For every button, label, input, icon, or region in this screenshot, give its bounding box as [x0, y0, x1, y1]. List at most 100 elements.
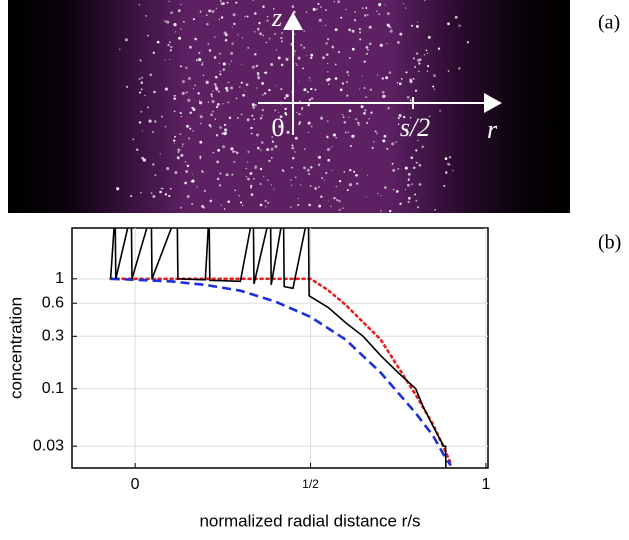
speck — [266, 16, 269, 18]
speck — [370, 111, 373, 114]
speck — [407, 172, 411, 176]
speck — [294, 136, 298, 140]
speck — [169, 49, 172, 52]
speck — [274, 32, 277, 35]
speck — [279, 115, 283, 119]
speck — [140, 81, 144, 84]
speck — [212, 110, 214, 113]
speck — [320, 6, 322, 8]
speck — [177, 9, 181, 13]
speck — [333, 196, 336, 200]
speck — [239, 201, 243, 204]
speck — [261, 82, 264, 85]
speck — [397, 168, 400, 170]
photo — [8, 0, 570, 213]
speck — [377, 192, 379, 194]
speck — [185, 170, 188, 173]
speck — [173, 97, 176, 100]
speck — [389, 29, 393, 33]
speck — [256, 87, 258, 89]
speck — [405, 7, 407, 9]
speck — [303, 88, 307, 92]
speck — [318, 186, 320, 188]
speck — [417, 139, 419, 142]
speck — [150, 192, 153, 194]
panel-label: (b) — [598, 232, 621, 254]
speck — [384, 4, 386, 6]
speck — [181, 143, 184, 146]
speck — [240, 81, 243, 84]
speck — [215, 7, 218, 10]
speck — [337, 0, 341, 4]
speck — [417, 70, 420, 73]
speck — [337, 51, 340, 54]
speck — [201, 170, 204, 174]
speck — [415, 149, 418, 152]
speck — [257, 76, 261, 80]
speck — [219, 0, 222, 3]
speck — [240, 113, 243, 116]
speck — [167, 43, 170, 47]
speck — [426, 52, 429, 55]
speck — [338, 199, 341, 203]
speck — [348, 116, 350, 118]
speck — [406, 183, 410, 187]
speck — [439, 110, 441, 112]
speck — [407, 178, 410, 181]
speck — [304, 148, 306, 150]
speck — [260, 149, 262, 151]
speck — [173, 23, 177, 27]
speck — [249, 172, 253, 175]
speck — [388, 71, 392, 74]
speck — [342, 114, 344, 116]
speck — [349, 144, 352, 147]
speck — [346, 94, 349, 97]
speck — [277, 56, 281, 60]
speck — [334, 77, 338, 80]
speck — [286, 130, 290, 134]
speck — [246, 118, 250, 122]
speck — [406, 95, 410, 99]
speck — [239, 86, 241, 88]
y-tick-label: 1 — [55, 270, 64, 287]
speck — [213, 83, 217, 86]
speck — [186, 195, 190, 198]
speck — [346, 189, 349, 192]
speck — [220, 2, 223, 5]
speck — [259, 32, 262, 36]
speck — [376, 10, 378, 12]
speck — [327, 38, 330, 41]
speck — [192, 130, 194, 132]
plot-area — [109, 228, 453, 468]
speck — [228, 116, 232, 120]
speck — [359, 31, 362, 34]
speck — [274, 109, 277, 112]
speck — [159, 190, 162, 194]
y-tick-label: 0.6 — [42, 294, 64, 311]
speck — [189, 127, 192, 130]
speck — [244, 15, 246, 18]
speck — [284, 107, 287, 111]
speck — [223, 123, 227, 126]
speck — [142, 158, 146, 162]
speck — [264, 199, 267, 203]
speck — [291, 184, 293, 186]
speck — [353, 170, 356, 173]
speck — [247, 177, 250, 181]
speck — [317, 163, 321, 167]
speck — [297, 203, 300, 206]
speck — [342, 207, 344, 209]
speck — [383, 134, 387, 138]
speck — [363, 87, 366, 89]
speck — [296, 64, 299, 66]
speck — [290, 179, 292, 181]
speck — [282, 170, 285, 172]
speck — [359, 38, 362, 41]
speck — [318, 18, 322, 22]
speck — [210, 113, 213, 117]
speck — [154, 174, 157, 177]
speck — [234, 150, 237, 153]
y-axis-label: concentration — [6, 297, 25, 399]
speck — [153, 120, 157, 123]
speck — [280, 63, 284, 67]
